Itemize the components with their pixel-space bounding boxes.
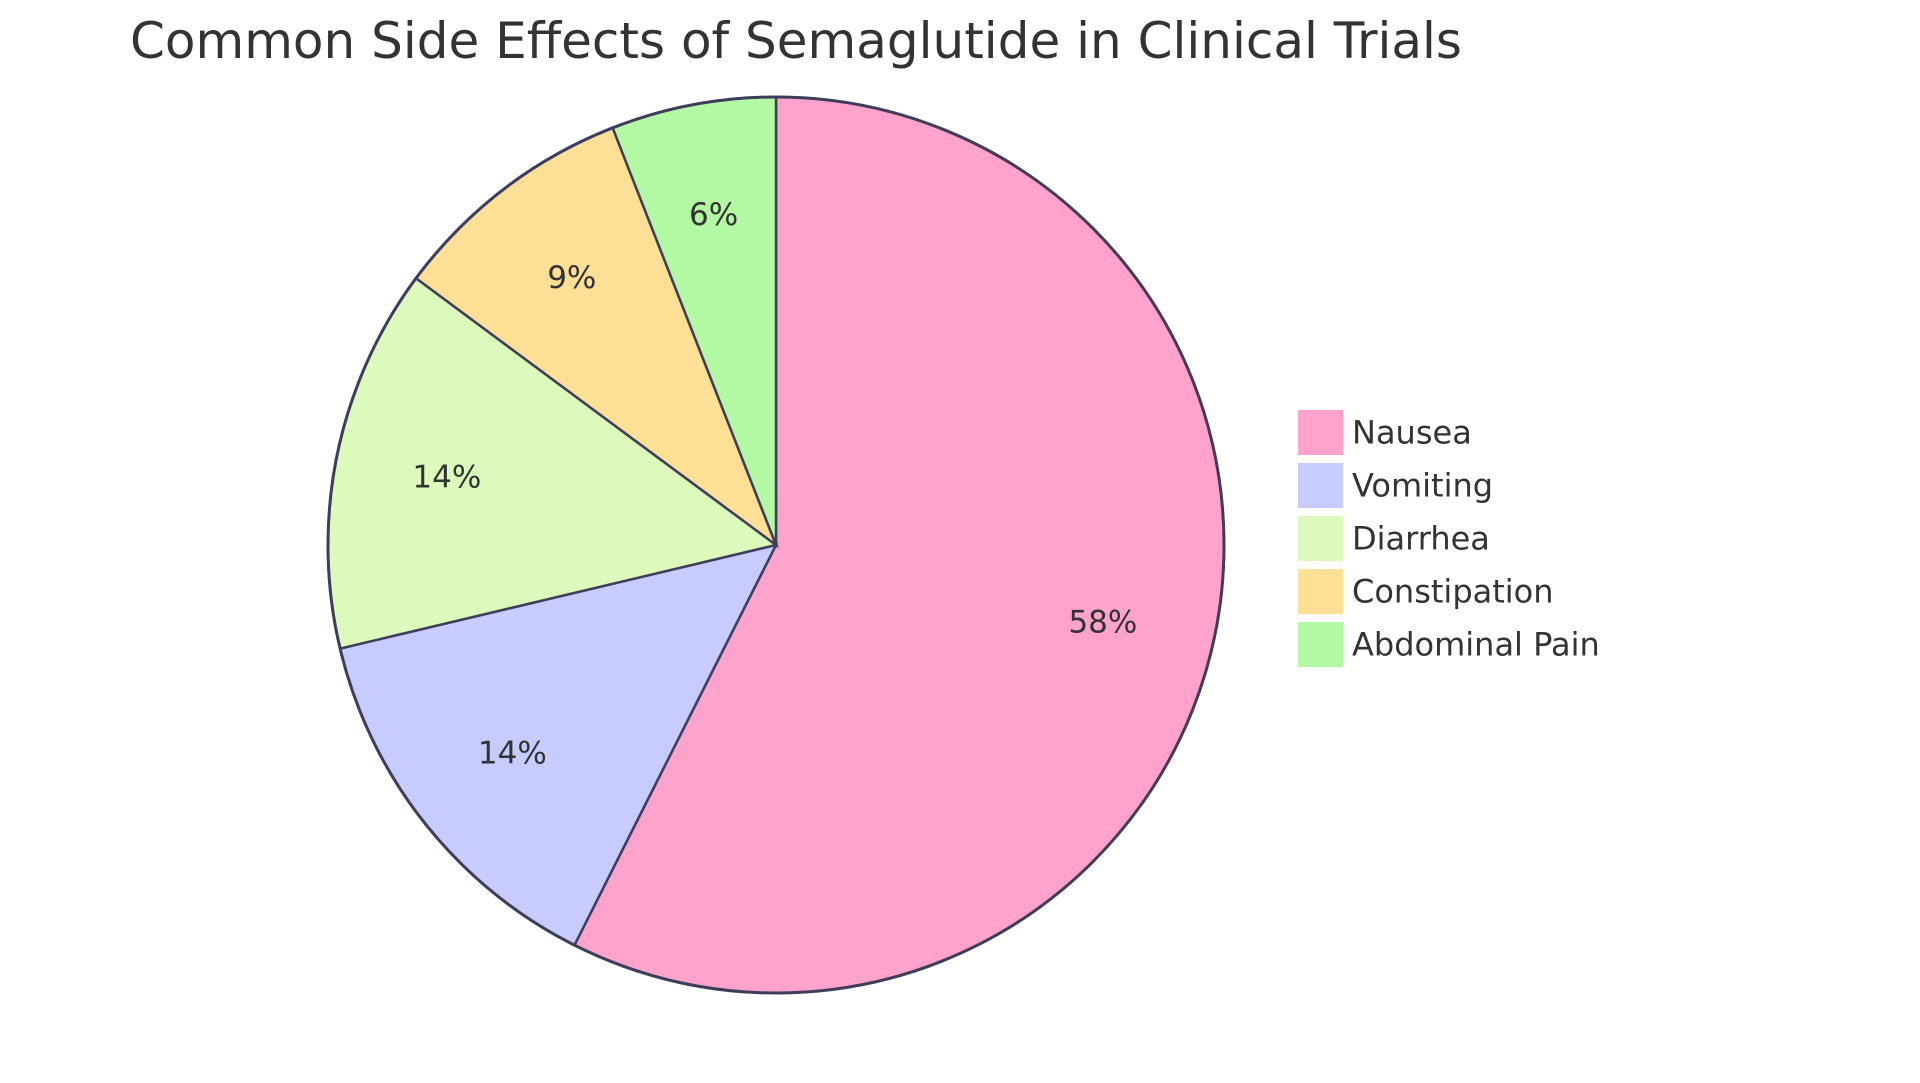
legend-swatch-abdominal-pain bbox=[1298, 622, 1343, 667]
legend-swatch-nausea bbox=[1298, 410, 1343, 455]
slice-label-diarrhea: 14% bbox=[412, 460, 481, 496]
legend-swatch-constipation bbox=[1298, 569, 1343, 614]
legend-item-abdominal-pain: Abdominal Pain bbox=[1298, 622, 1600, 667]
legend-swatch-diarrhea bbox=[1298, 516, 1343, 561]
legend-label-vomiting: Vomiting bbox=[1352, 467, 1493, 505]
pie-slices bbox=[326, 95, 1226, 995]
legend-label-abdominal-pain: Abdominal Pain bbox=[1352, 626, 1600, 664]
pie-slice-labels: 58% 14% 14% 9% 6% bbox=[412, 197, 1137, 771]
pie-outline bbox=[326, 95, 1226, 995]
chart-title: Common Side Effects of Semaglutide in Cl… bbox=[130, 12, 1462, 70]
legend-label-constipation: Constipation bbox=[1352, 573, 1554, 611]
legend-swatch-vomiting bbox=[1298, 463, 1343, 508]
legend-item-constipation: Constipation bbox=[1298, 569, 1554, 614]
legend-item-vomiting: Vomiting bbox=[1298, 463, 1493, 508]
legend-item-diarrhea: Diarrhea bbox=[1298, 516, 1490, 561]
legend-label-diarrhea: Diarrhea bbox=[1352, 520, 1490, 558]
slice-label-vomiting: 14% bbox=[478, 735, 547, 771]
slice-label-constipation: 9% bbox=[547, 260, 596, 296]
slice-label-nausea: 58% bbox=[1068, 605, 1137, 641]
legend-item-nausea: Nausea bbox=[1298, 410, 1472, 455]
legend-label-nausea: Nausea bbox=[1352, 414, 1472, 452]
slice-label-abdominal-pain: 6% bbox=[689, 197, 738, 233]
legend: Nausea Vomiting Diarrhea Constipation Abdomi… bbox=[1298, 410, 1600, 667]
